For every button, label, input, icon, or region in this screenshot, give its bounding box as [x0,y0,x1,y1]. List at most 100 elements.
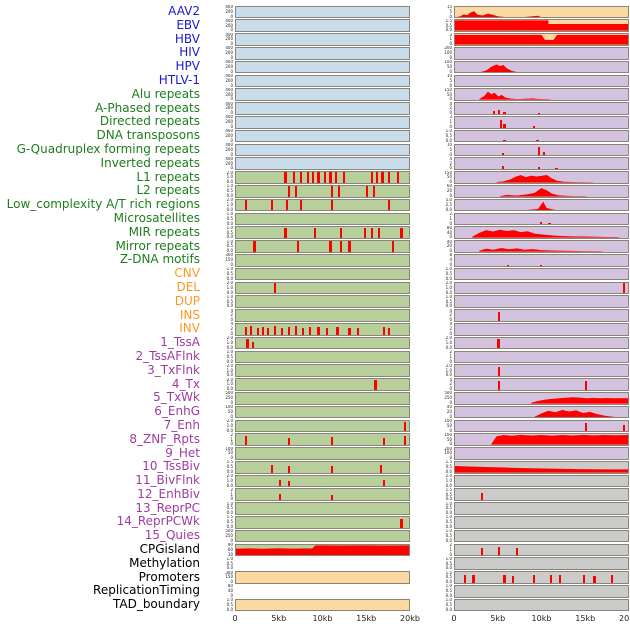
right-plot [454,419,629,433]
y-tick-label: 40 [446,405,452,410]
y-tick-label: 2 [230,432,233,437]
column-gap [410,378,424,392]
column-gap [410,88,424,102]
y-tick-label: 0.0 [226,289,233,295]
track-label: 8_ZNF_Rpts [129,431,200,446]
bar [374,379,377,390]
bar [515,548,518,556]
x-tick-label: 0 [232,614,238,624]
bar [388,172,391,183]
y-tick-label: 0 [230,96,233,102]
bar [403,436,407,445]
bar [400,227,403,238]
left-y-axis: 400 200 0 [205,19,235,33]
left-plot [235,405,410,419]
left-plot [235,571,410,584]
y-tick-label: 0.0 [226,344,233,350]
y-tick-label: 500 [225,529,233,534]
y-tick-label: 150 [225,574,233,580]
y-tick-label: 0 [449,82,452,88]
track-label: DEL [176,279,200,294]
y-tick-label: 2.0 [226,474,233,479]
bar [503,575,506,583]
left-y-axis: 1.0 0.5 0.0 [205,240,235,254]
y-tick-label: 2 [449,105,452,111]
y-tick-label: 0 [449,386,452,392]
right-y-axis: 5.0 2.5 0.0 [424,198,454,212]
track-row: A-Phased repeats 400 200 0 4 2 0 [0,101,630,116]
y-tick-label: 1.0 [226,367,233,373]
left-y-axis: 400 200 0 [205,33,235,47]
y-tick-label: 0.0 [226,510,233,516]
track-row: Promoters 300 150 0 1.5 0.5 0.0 [0,570,630,585]
bar [261,326,265,335]
y-tick-label: 0.5 [226,519,233,525]
track-label: DUP [174,293,200,308]
y-tick-label: 2 [449,349,452,354]
track-label: 13_ReprPC [135,500,200,515]
y-tick-label: 0 [449,455,452,461]
bar [287,186,291,197]
y-tick-label: 50 [227,408,233,414]
y-tick-label: 4 [449,377,452,382]
y-tick-label: 0 [449,399,452,405]
right-plot [454,295,629,308]
right-plot [454,33,629,46]
bar [622,424,626,432]
y-tick-label: 0 [230,82,233,88]
y-tick-label: 150 [444,87,452,92]
y-tick-label: 0 [449,220,452,226]
bar [536,140,539,142]
bar [493,110,496,114]
y-tick-label: 400 [225,115,233,120]
right-y-axis: 1.0 0.5 0.0 [424,557,454,571]
y-tick-label: 1.0 [226,501,233,506]
right-y-axis: 1.0 0.5 0.0 [424,502,454,516]
left-axis-spacer [205,612,235,630]
left-y-axis: 1.0 0.5 0.0 [205,557,235,571]
track-row: Alu repeats 400 200 0 150 50 0 [0,87,630,102]
right-y-axis: 2.0 1.0 0.0 [424,474,454,488]
y-tick-label: 2.0 [445,336,452,341]
left-y-axis: 1.0 0.5 0.0 [205,226,235,240]
y-tick-label: 0 [449,234,452,240]
y-tick-label: 2 [449,211,452,216]
right-y-axis: 100 50 0 [424,419,454,433]
bar [331,186,334,197]
bar [253,241,256,252]
y-tick-label: 400 [225,18,233,23]
left-y-axis: 300 150 0 [205,253,235,267]
y-tick-label: 50 [446,91,452,97]
bar [543,152,546,156]
right-plot [454,102,629,115]
y-tick-label: 100 [444,432,452,437]
bar [244,436,247,445]
bar [279,494,282,501]
bar [501,166,504,169]
y-tick-label: 0 [230,413,233,419]
bar [308,326,311,335]
area-series [491,435,628,445]
track-row: Directed repeats 400 200 0 3 1 0 [0,115,630,129]
y-tick-label: 1.0 [445,584,452,589]
y-tick-label: 40 [446,239,452,244]
left-y-axis: 1.0 0.5 0.0 [205,598,235,612]
y-tick-label: 4 [449,308,452,313]
y-tick-label: 0 [449,317,452,323]
y-tick-label: 2.0 [226,336,233,341]
bar [357,327,360,335]
bar [343,172,346,183]
left-plot [235,585,410,598]
right-y-axis: 80 40 0 [424,226,454,240]
y-tick-label: 1.5 [226,460,233,465]
column-gap [410,515,424,529]
left-plot [235,557,410,570]
bar [610,575,613,583]
y-tick-label: 4 [449,156,452,161]
left-y-axis: 1.5 0.5 0.0 [205,515,235,529]
left-plot [235,336,410,350]
right-plot [454,598,629,612]
